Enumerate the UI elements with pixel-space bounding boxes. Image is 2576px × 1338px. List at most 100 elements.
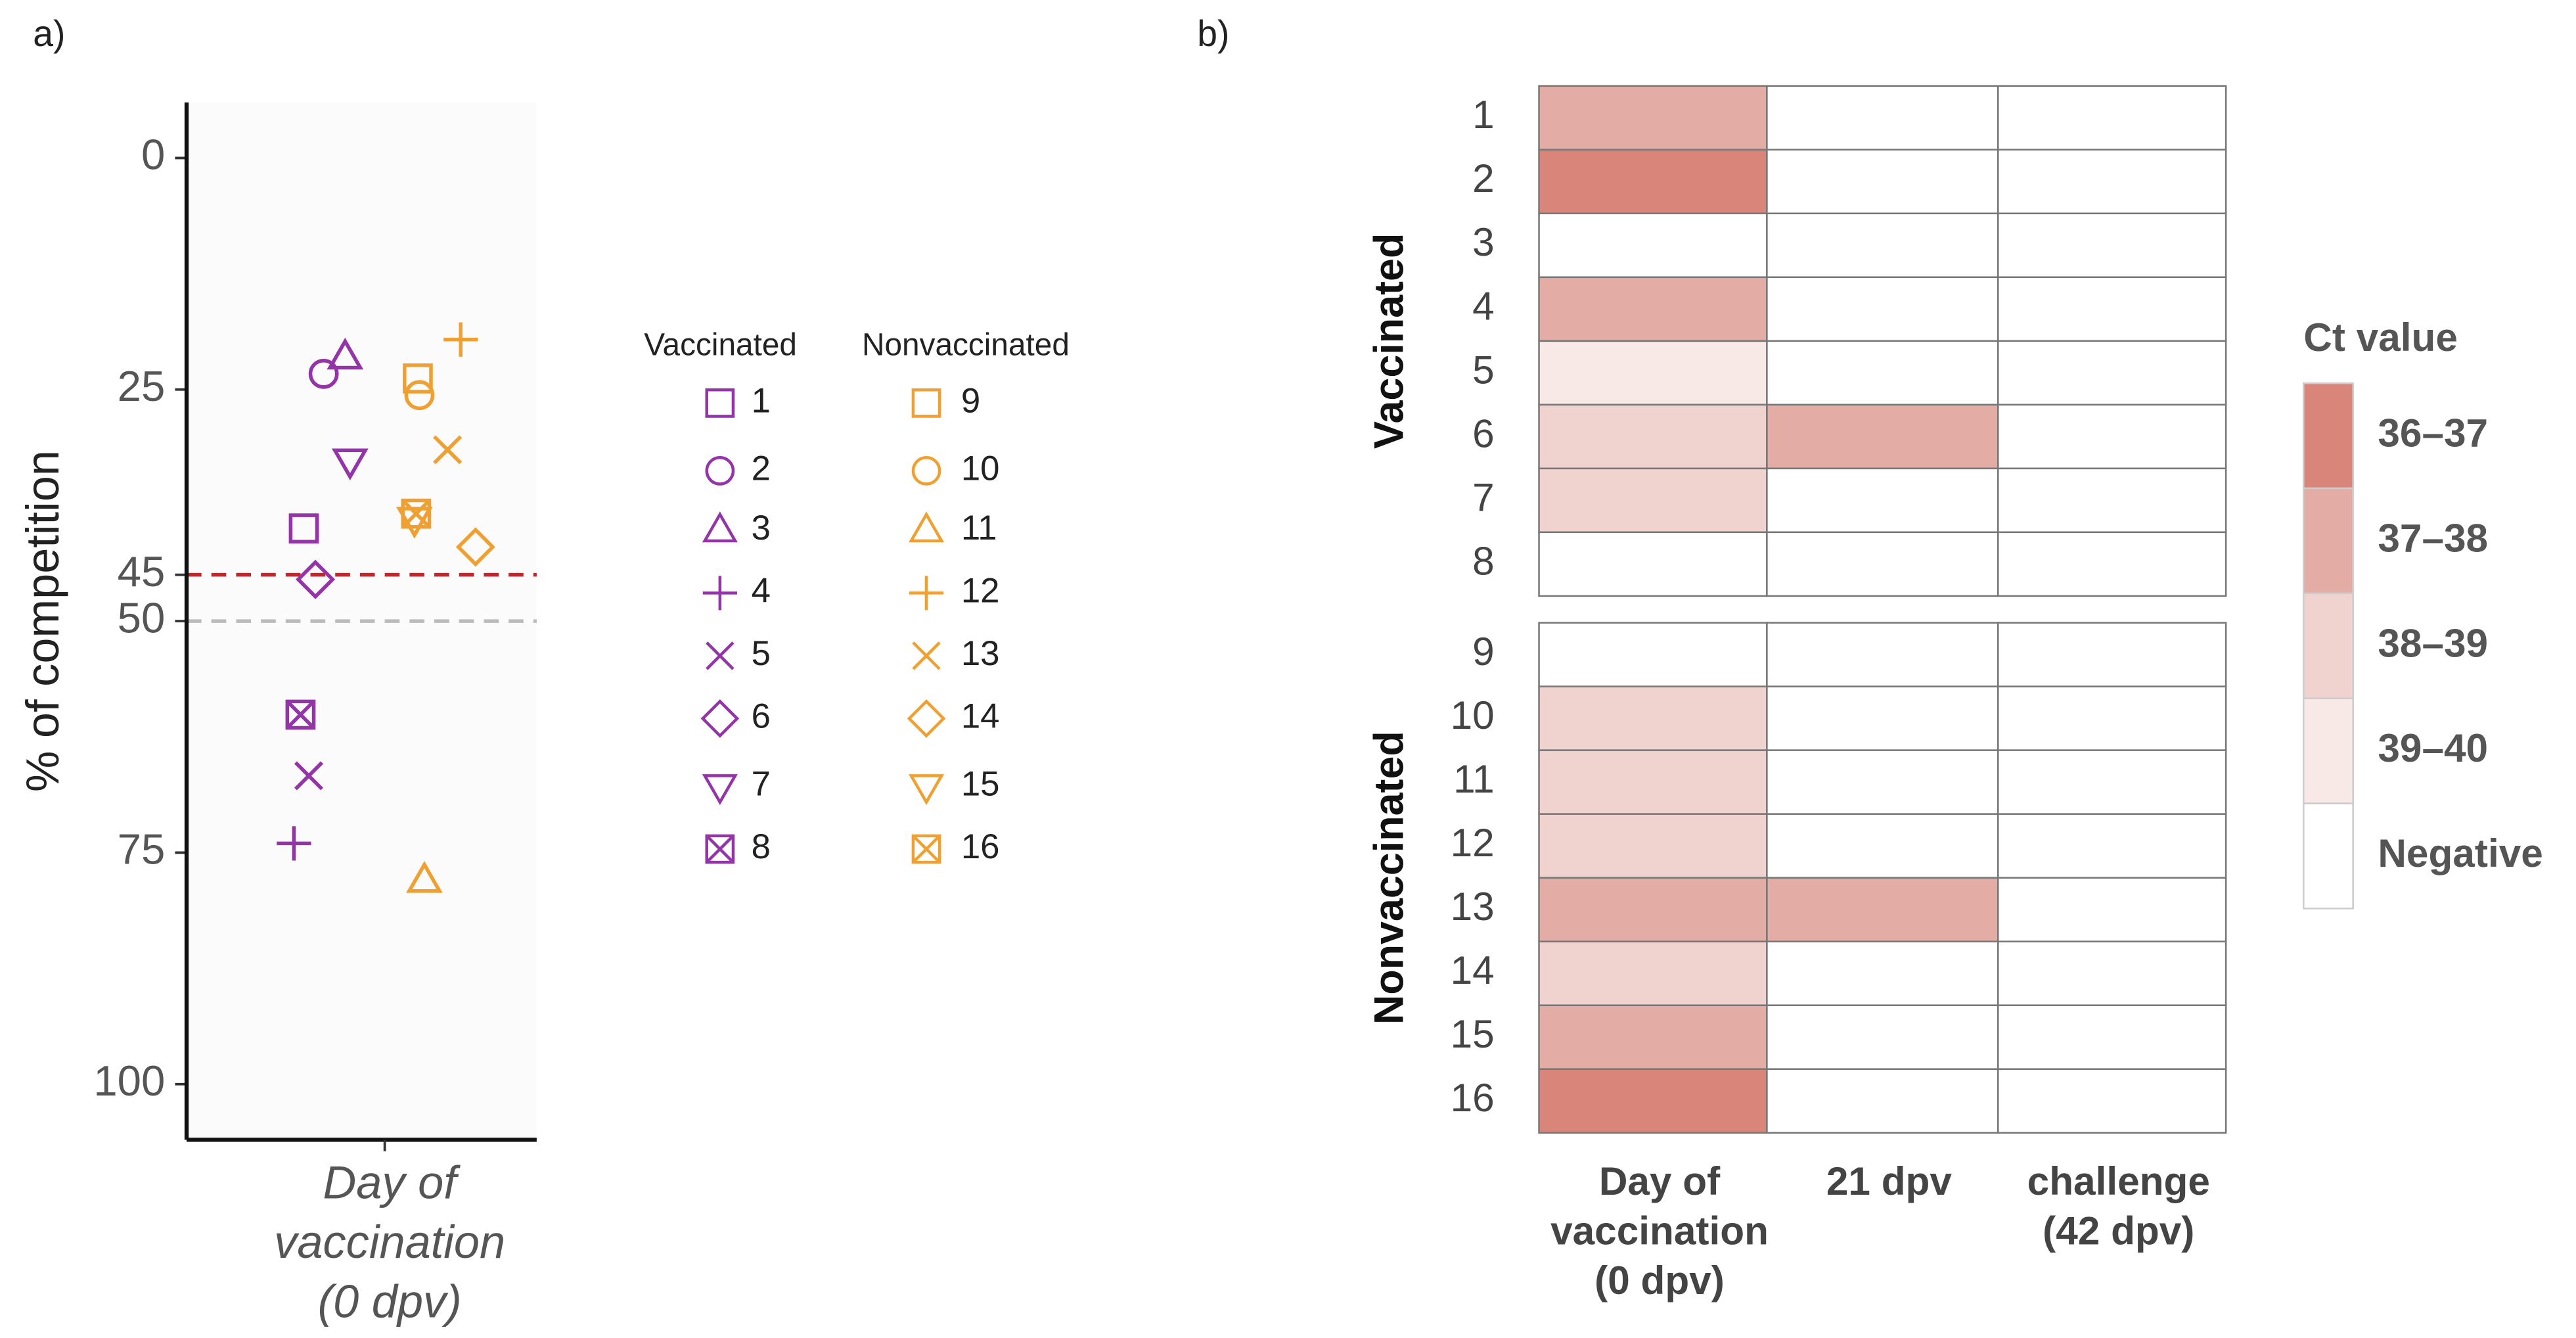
row-label: 9 — [1472, 629, 1495, 674]
y-tick-label: 0 — [141, 131, 165, 179]
heatmap-cell — [1538, 467, 1768, 534]
heatmap-cell — [1538, 749, 1768, 815]
heatmap-cell — [1997, 467, 2227, 534]
legend-label: 16 — [961, 827, 1000, 866]
y-tick-label: 50 — [118, 593, 166, 641]
row-label: 13 — [1451, 884, 1495, 929]
heatmap-cell — [1766, 149, 1999, 215]
y-tick-label: 25 — [118, 362, 166, 410]
heatmap-cell — [1766, 85, 1999, 151]
legend-title: Vaccinated — [644, 327, 797, 362]
y-tick-label: 100 — [93, 1057, 165, 1105]
legend-label: 9 — [961, 381, 980, 420]
legend-swatch — [2303, 592, 2354, 699]
legend-marker — [909, 511, 945, 543]
heatmap-cell — [1538, 940, 1768, 1006]
row-label: 12 — [1451, 820, 1495, 865]
legend-marker — [705, 834, 735, 864]
legend-marker — [912, 641, 941, 670]
point — [433, 435, 463, 465]
x-tick-label: vaccination — [1550, 1209, 1769, 1253]
row-label: 2 — [1472, 156, 1495, 200]
heatmap-cell — [1766, 877, 1999, 942]
panel-label: a) — [33, 13, 65, 54]
heatmap-cell — [1538, 212, 1768, 279]
legend-label: 39–40 — [2378, 726, 2488, 770]
legend-label: 15 — [961, 764, 1000, 803]
heatmap-cell — [1997, 877, 2227, 942]
legend-title: Ct value — [2303, 315, 2458, 359]
point — [285, 699, 316, 730]
x-tick-label: (0 dpv) — [1594, 1258, 1725, 1303]
point — [331, 448, 369, 480]
row-label: 11 — [1453, 756, 1495, 801]
heatmap-cell — [1997, 685, 2227, 751]
row-label: 14 — [1451, 948, 1495, 992]
heatmap-cell — [1997, 940, 2227, 1006]
legend-label: 12 — [961, 571, 1000, 610]
legend-marker — [705, 456, 735, 486]
point — [294, 761, 324, 791]
point — [404, 380, 435, 411]
heatmap-cell — [1997, 212, 2227, 279]
heatmap-cell — [1997, 813, 2227, 879]
x-tick-label: Day of — [323, 1156, 461, 1208]
heatmap-cell — [1766, 1004, 1999, 1071]
legend-marker — [909, 576, 944, 611]
y-tick-label: 75 — [118, 825, 166, 873]
heatmap-cell — [1538, 531, 1768, 597]
legend-marker — [702, 774, 738, 806]
legend-label: 10 — [961, 449, 1000, 488]
legend-label: 36–37 — [2378, 411, 2488, 455]
heatmap-cell — [1997, 622, 2227, 687]
legend-marker — [911, 456, 941, 486]
panel-label: b) — [1197, 13, 1229, 54]
x-tick-label: vaccination — [274, 1216, 505, 1268]
legend-swatch — [2303, 697, 2354, 804]
heatmap-cell — [1766, 404, 1999, 470]
heatmap-cell — [1766, 940, 1999, 1006]
legend-label: 7 — [752, 764, 771, 803]
row-label: 1 — [1472, 92, 1495, 137]
row-label: 6 — [1472, 411, 1495, 455]
heatmap-cell — [1538, 685, 1768, 751]
legend-label: 13 — [961, 634, 1000, 673]
row-label: 4 — [1472, 283, 1495, 328]
point — [308, 359, 339, 389]
legend-label: 38–39 — [2378, 620, 2488, 665]
heatmap-cell — [1766, 212, 1999, 279]
row-label: 8 — [1472, 538, 1495, 583]
legend-marker — [706, 641, 734, 670]
facet-label: Nonvaccinated — [1366, 731, 1412, 1025]
x-tick-label: (42 dpv) — [2043, 1209, 2194, 1253]
legend-label: 37–38 — [2378, 515, 2488, 560]
row-label: 15 — [1451, 1011, 1495, 1056]
legend-marker — [700, 699, 740, 738]
heatmap-cell — [1538, 622, 1768, 687]
heatmap-cell — [1997, 749, 2227, 815]
legend-label: 8 — [752, 827, 771, 866]
heatmap-cell — [1538, 276, 1768, 342]
legend-marker — [907, 699, 946, 738]
row-label: 5 — [1472, 347, 1495, 392]
heatmap-cell — [1766, 340, 1999, 406]
point — [296, 559, 336, 599]
row-label: 3 — [1472, 219, 1495, 264]
point — [327, 337, 364, 370]
heatmap-cell — [1766, 622, 1999, 687]
row-label: 7 — [1472, 474, 1495, 519]
heatmap-cell — [1538, 340, 1768, 406]
legend-title: Nonvaccinated — [862, 327, 1070, 362]
point — [288, 513, 319, 544]
heatmap-cell — [1538, 877, 1768, 942]
heatmap-cell — [1538, 149, 1768, 215]
x-tick-label: 21 dpv — [1826, 1159, 1953, 1203]
heatmap-cell — [1766, 1068, 1999, 1134]
legend-label: 4 — [752, 571, 771, 610]
legend-label: 1 — [752, 381, 771, 420]
heatmap-cell — [1766, 276, 1999, 342]
point — [443, 322, 478, 357]
legend-label: 11 — [961, 509, 997, 547]
